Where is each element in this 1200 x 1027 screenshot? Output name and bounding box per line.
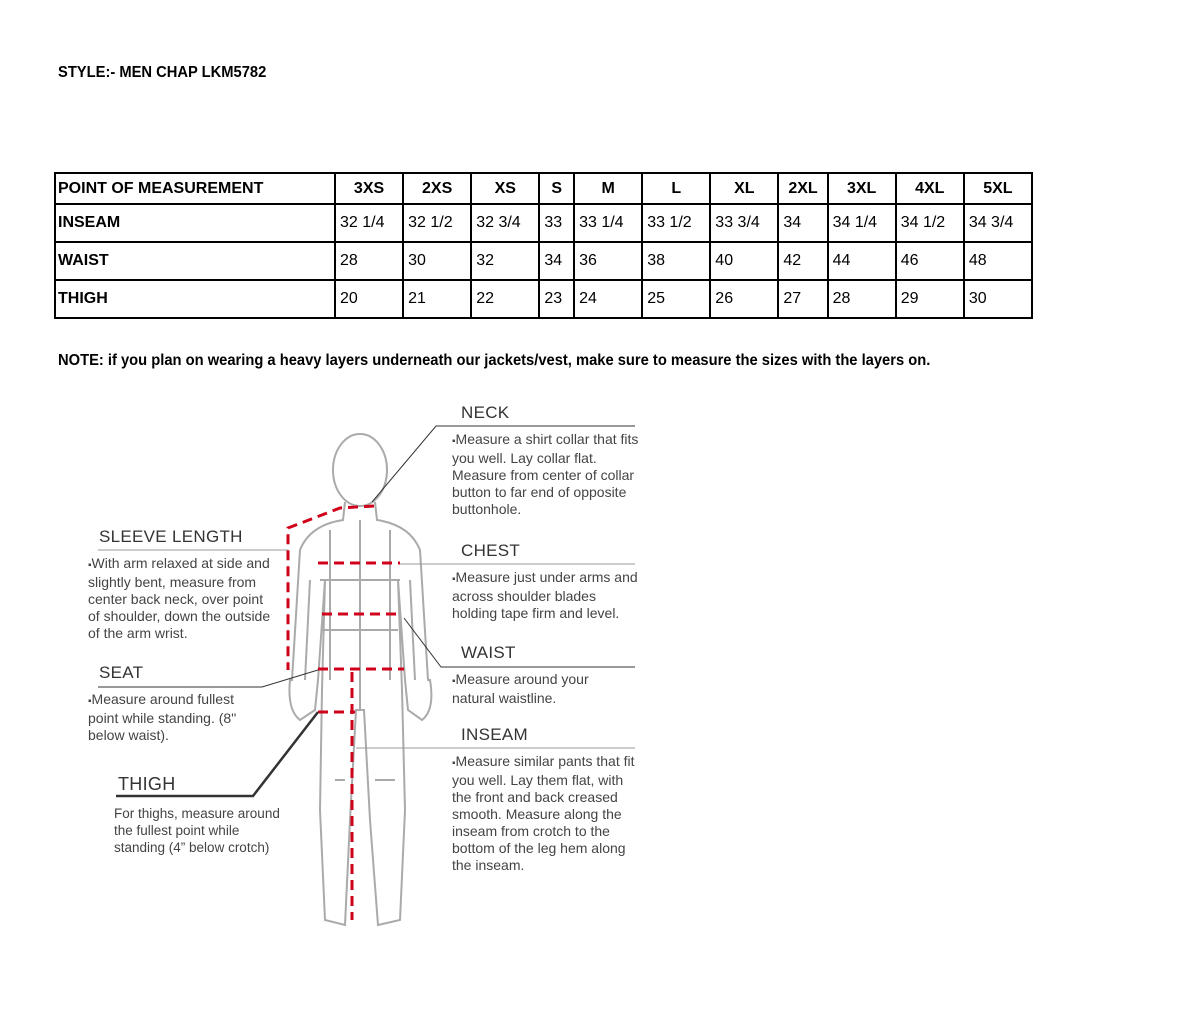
size-value: 33 bbox=[538, 203, 576, 243]
size-value: 22 bbox=[470, 279, 541, 319]
seat-title: SEAT bbox=[99, 663, 144, 682]
inseam-title: INSEAM bbox=[461, 725, 528, 744]
size-value: 25 bbox=[641, 279, 712, 319]
size-value: 33 3/4 bbox=[709, 203, 780, 243]
size-header: 3XL bbox=[826, 172, 897, 205]
size-value: 44 bbox=[826, 241, 897, 281]
size-value: 28 bbox=[333, 241, 405, 281]
size-header: S bbox=[538, 172, 576, 205]
size-header: 5XL bbox=[962, 172, 1034, 205]
layering-note: NOTE: if you plan on wearing a heavy lay… bbox=[58, 352, 931, 369]
size-value: 34 1/2 bbox=[894, 203, 965, 243]
size-value: 32 3/4 bbox=[470, 203, 541, 243]
size-header: 4XL bbox=[894, 172, 965, 205]
size-value: 21 bbox=[402, 279, 473, 319]
measurement-lines bbox=[286, 504, 404, 920]
figure-outline bbox=[288, 433, 433, 927]
size-value: 28 bbox=[826, 279, 897, 319]
neck-text: Measure a shirt collar that fits you wel… bbox=[452, 431, 642, 518]
sleeve-length-text: With arm relaxed at side and slightly be… bbox=[88, 555, 273, 642]
waist-title: WAIST bbox=[461, 643, 516, 662]
size-value: 34 3/4 bbox=[962, 203, 1034, 243]
size-header: 2XL bbox=[777, 172, 829, 205]
waist-text: Measure around your natural waistline. bbox=[452, 671, 612, 707]
size-value: 34 bbox=[777, 203, 829, 243]
size-header: 2XS bbox=[402, 172, 473, 205]
row-label: WAIST bbox=[54, 241, 336, 281]
neck-title: NECK bbox=[461, 403, 510, 422]
chest-title: CHEST bbox=[461, 541, 521, 560]
size-value: 48 bbox=[962, 241, 1034, 281]
row-label: THIGH bbox=[54, 279, 336, 319]
table-header-row: POINT OF MEASUREMENT 3XS 2XS XS S M L XL 2XL 3XL 4… bbox=[54, 172, 1034, 205]
inseam-text: Measure similar pants that fit you well.… bbox=[452, 753, 642, 874]
size-value: 34 bbox=[538, 241, 576, 281]
size-value: 40 bbox=[709, 241, 780, 281]
size-value: 32 1/2 bbox=[402, 203, 473, 243]
size-value: 36 bbox=[573, 241, 644, 281]
size-value: 33 1/2 bbox=[641, 203, 712, 243]
sleeve-length-title: SLEEVE LENGTH bbox=[99, 527, 243, 546]
size-value: 38 bbox=[641, 241, 712, 281]
size-value: 30 bbox=[962, 279, 1034, 319]
size-header: XL bbox=[709, 172, 780, 205]
chest-text: Measure just under arms and across shoul… bbox=[452, 569, 642, 622]
table-row: INSEAM 32 1/4 32 1/2 32 3/4 33 33 1/4 33 1/2 33… bbox=[54, 203, 1034, 243]
size-value: 29 bbox=[894, 279, 965, 319]
size-value: 33 1/4 bbox=[573, 203, 644, 243]
size-value: 24 bbox=[573, 279, 644, 319]
size-header: L bbox=[641, 172, 712, 205]
body-figure bbox=[98, 425, 635, 927]
size-value: 32 1/4 bbox=[333, 203, 405, 243]
thigh-title: THIGH bbox=[118, 774, 176, 794]
row-label: INSEAM bbox=[54, 203, 336, 243]
measurement-header: POINT OF MEASUREMENT bbox=[54, 172, 336, 205]
table-row: WAIST 28 30 32 34 36 38 40 42 44 46 48 bbox=[54, 241, 1034, 281]
size-value: 42 bbox=[777, 241, 829, 281]
size-value: 46 bbox=[894, 241, 965, 281]
thigh-text: For thighs, measure around the fullest p… bbox=[114, 806, 280, 855]
seat-text: Measure around fullest point while stand… bbox=[88, 691, 258, 744]
size-header: XS bbox=[470, 172, 541, 205]
style-title: STYLE:- MEN CHAP LKM5782 bbox=[58, 64, 267, 81]
table-row: THIGH 20 21 22 23 24 25 26 27 28 29 30 bbox=[54, 279, 1034, 319]
size-chart-table: POINT OF MEASUREMENT 3XS 2XS XS S M L XL 2XL 3XL 4… bbox=[54, 172, 1034, 319]
size-value: 26 bbox=[709, 279, 780, 319]
size-value: 32 bbox=[470, 241, 541, 281]
size-value: 34 1/4 bbox=[826, 203, 897, 243]
size-value: 20 bbox=[333, 279, 405, 319]
size-value: 27 bbox=[777, 279, 829, 319]
size-header: M bbox=[573, 172, 644, 205]
size-value: 30 bbox=[402, 241, 473, 281]
size-header: 3XS bbox=[333, 172, 405, 205]
size-value: 23 bbox=[538, 279, 576, 319]
